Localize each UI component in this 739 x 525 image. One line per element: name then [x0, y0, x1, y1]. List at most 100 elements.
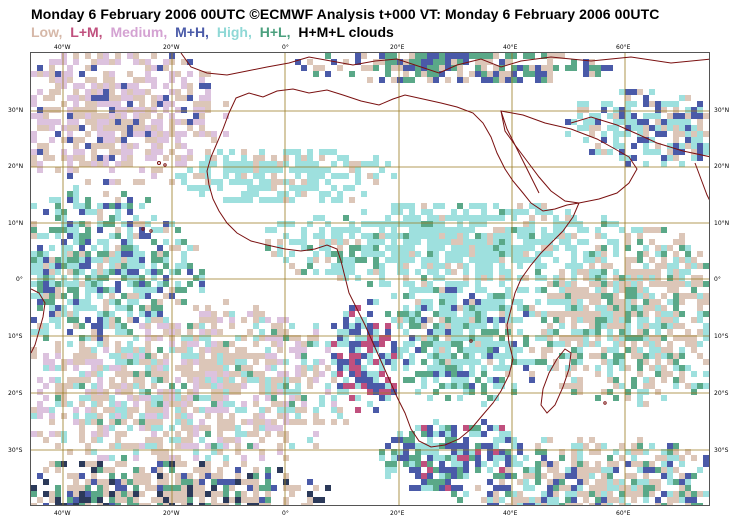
cloud-cell [415, 233, 421, 239]
cloud-cell [265, 425, 271, 431]
lon-tick-top: 60°E [616, 44, 631, 51]
cloud-cell [391, 461, 397, 467]
cloud-cell [511, 209, 517, 215]
cloud-cell [595, 341, 601, 347]
cloud-cell [103, 395, 109, 401]
cloud-cell [61, 227, 67, 233]
cloud-cell [301, 419, 307, 425]
cloud-cell [271, 227, 277, 233]
cloud-cell [109, 221, 115, 227]
cloud-cell [541, 233, 547, 239]
cloud-cell [385, 383, 391, 389]
cloud-cell [127, 71, 133, 77]
cloud-cell [235, 353, 241, 359]
cloud-cell [139, 131, 145, 137]
cloud-cell [259, 371, 265, 377]
cloud-cell [73, 239, 79, 245]
cloud-cell [511, 461, 517, 467]
cloud-cell [577, 449, 583, 455]
cloud-cell [643, 449, 649, 455]
cloud-cell [187, 413, 193, 419]
cloud-cell [427, 371, 433, 377]
cloud-cell [295, 377, 301, 383]
cloud-cell [403, 239, 409, 245]
cloud-cell [475, 233, 481, 239]
cloud-cell [271, 251, 277, 257]
cloud-cell [247, 419, 253, 425]
cloud-cell [181, 503, 187, 505]
cloud-cell [91, 497, 97, 503]
cloud-cell [463, 245, 469, 251]
cloud-cell [487, 215, 493, 221]
cloud-cell [685, 329, 691, 335]
cloud-cell [433, 467, 439, 473]
cloud-cell [397, 353, 403, 359]
cloud-cell [43, 269, 49, 275]
cloud-cell [97, 377, 103, 383]
cloud-cell [175, 155, 181, 161]
cloud-cell [367, 389, 373, 395]
cloud-cell [487, 335, 493, 341]
cloud-cell [415, 227, 421, 233]
cloud-cell [133, 299, 139, 305]
cloud-cell [463, 335, 469, 341]
cloud-cell [433, 251, 439, 257]
cloud-cell [85, 317, 91, 323]
cloud-cell [61, 59, 67, 65]
cloud-cell [289, 197, 295, 203]
cloud-cell [469, 221, 475, 227]
cloud-cell [205, 155, 211, 161]
cloud-cell [673, 143, 679, 149]
cloud-cell [625, 107, 631, 113]
cloud-cell [655, 467, 661, 473]
cloud-cell [601, 101, 607, 107]
cloud-cell [673, 293, 679, 299]
cloud-cell [601, 257, 607, 263]
cloud-cell [175, 395, 181, 401]
cloud-cell [487, 275, 493, 281]
cloud-cell [595, 491, 601, 497]
cloud-cell [157, 269, 163, 275]
cloud-cell [325, 269, 331, 275]
cloud-cell [115, 137, 121, 143]
cloud-cell [181, 257, 187, 263]
cloud-cell [151, 449, 157, 455]
cloud-cell [427, 245, 433, 251]
cloud-cell [199, 185, 205, 191]
cloud-cell [337, 371, 343, 377]
cloud-cell [325, 167, 331, 173]
cloud-cell [79, 431, 85, 437]
cloud-cell [445, 467, 451, 473]
cloud-cell [547, 365, 553, 371]
cloud-cell [181, 179, 187, 185]
cloud-cell [211, 389, 217, 395]
cloud-cell [415, 389, 421, 395]
cloud-cell [109, 89, 115, 95]
cloud-cell [97, 275, 103, 281]
cloud-cell [151, 407, 157, 413]
cloud-cell [475, 299, 481, 305]
cloud-cell [31, 293, 37, 299]
cloud-cell [385, 281, 391, 287]
cloud-cell [595, 143, 601, 149]
cloud-cell [115, 497, 121, 503]
cloud-cell [655, 269, 661, 275]
cloud-cell [37, 413, 43, 419]
cloud-cell [385, 359, 391, 365]
cloud-cell [511, 215, 517, 221]
cloud-cell [355, 323, 361, 329]
cloud-cell [265, 383, 271, 389]
cloud-cell [649, 305, 655, 311]
cloud-cell [529, 359, 535, 365]
cloud-cell [523, 71, 529, 77]
cloud-cell [439, 371, 445, 377]
cloud-cell [151, 269, 157, 275]
cloud-cell [613, 305, 619, 311]
cloud-cell [505, 59, 511, 65]
cloud-cell [457, 329, 463, 335]
cloud-cell [643, 263, 649, 269]
cloud-cell [547, 329, 553, 335]
cloud-cell [559, 269, 565, 275]
cloud-cell [121, 431, 127, 437]
cloud-cell [571, 449, 577, 455]
